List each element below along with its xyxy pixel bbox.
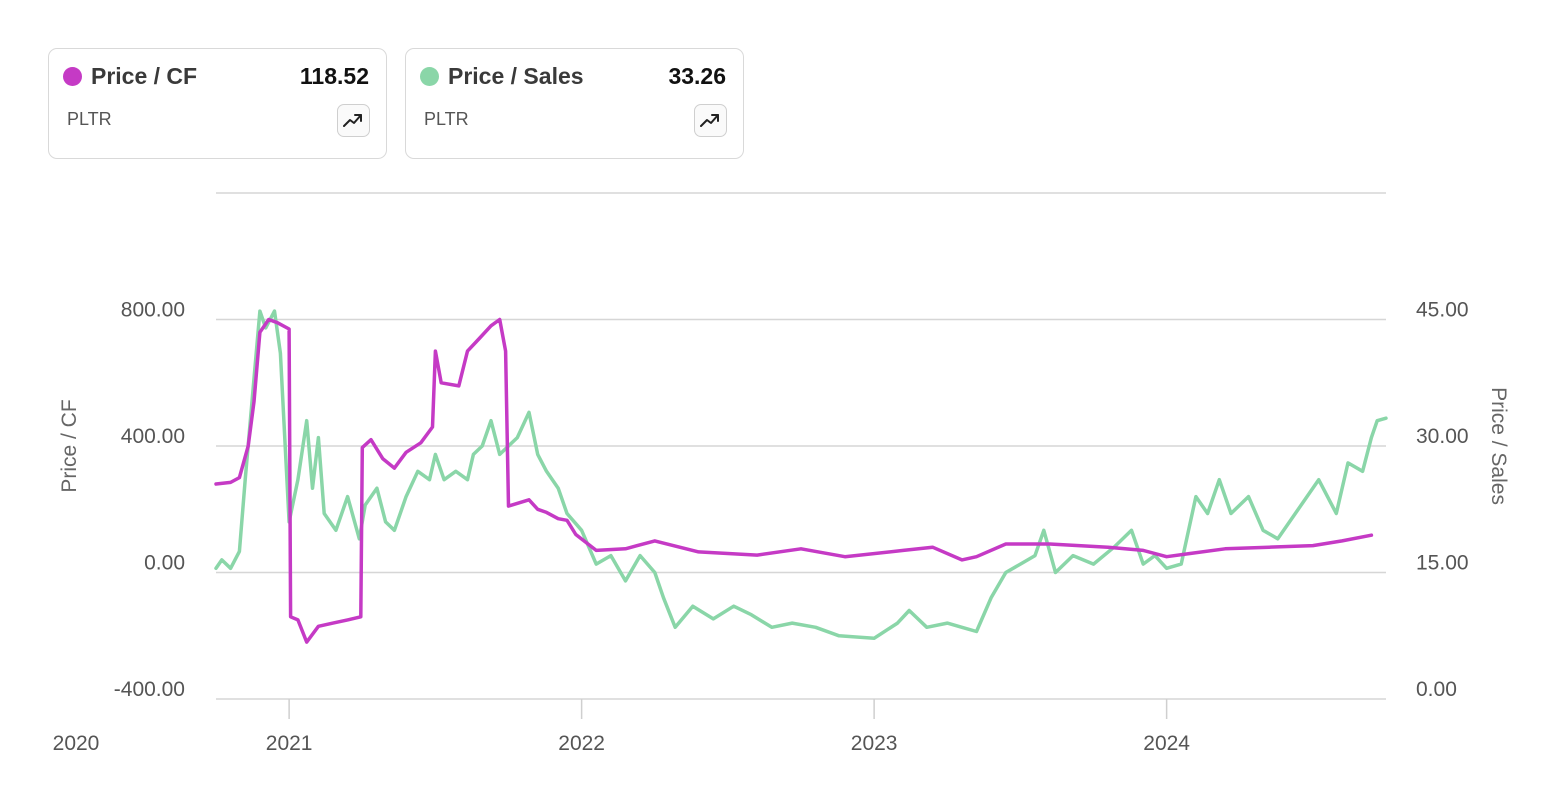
y-tick-label-left: -400.00 — [114, 678, 185, 701]
y-axis-label-left: Price / CF — [58, 399, 81, 492]
y-tick-label-right: 15.00 — [1416, 552, 1469, 575]
axis-tick-labels: 800.00 400.00 0.00 -400.00 45.00 30.00 15.00 0.… — [53, 299, 1469, 756]
x-tick-label: 2024 — [1143, 732, 1190, 755]
metric-value: 118.52 — [299, 63, 369, 89]
ticker-label: PLTR — [424, 109, 469, 129]
metric-card-price-sales[interactable]: Price / Sales 33.26 PLTR — [405, 48, 744, 159]
metric-value: 33.26 — [668, 63, 726, 89]
x-tick-label: 2021 — [266, 732, 313, 755]
x-tick-label: 2020 — [53, 732, 100, 755]
series-line-price-sales — [214, 309, 1388, 641]
metric-cards: Price / CF 118.52 PLTR Price / Sales 33.… — [48, 48, 744, 159]
metric-name: Price / CF — [91, 63, 198, 89]
trending-up-icon — [700, 114, 719, 127]
series-lines — [214, 309, 1388, 644]
grid-lines — [216, 192, 1386, 700]
series-line-price-cf — [214, 317, 1374, 644]
y-tick-label-left: 400.00 — [121, 425, 185, 448]
y-tick-label-left: 0.00 — [144, 552, 185, 575]
y-tick-label-right: 45.00 — [1416, 299, 1469, 322]
x-tick-label: 2022 — [558, 732, 605, 755]
x-tick-label: 2023 — [851, 732, 898, 755]
trending-up-icon — [343, 114, 362, 127]
y-tick-label-right: 30.00 — [1416, 425, 1469, 448]
metric-name: Price / Sales — [448, 63, 584, 89]
ticker-label: PLTR — [67, 109, 112, 129]
y-tick-label-right: 0.00 — [1416, 678, 1457, 701]
trend-chart-button[interactable] — [337, 104, 370, 137]
y-axis-label-right: Price / Sales — [1487, 387, 1510, 505]
x-axis-ticks — [288, 699, 1168, 719]
series-color-dot — [63, 67, 82, 86]
trend-chart-button[interactable] — [694, 104, 727, 137]
series-color-dot — [420, 67, 439, 86]
y-tick-label-left: 800.00 — [121, 299, 185, 322]
metric-card-price-cf[interactable]: Price / CF 118.52 PLTR — [48, 48, 387, 159]
